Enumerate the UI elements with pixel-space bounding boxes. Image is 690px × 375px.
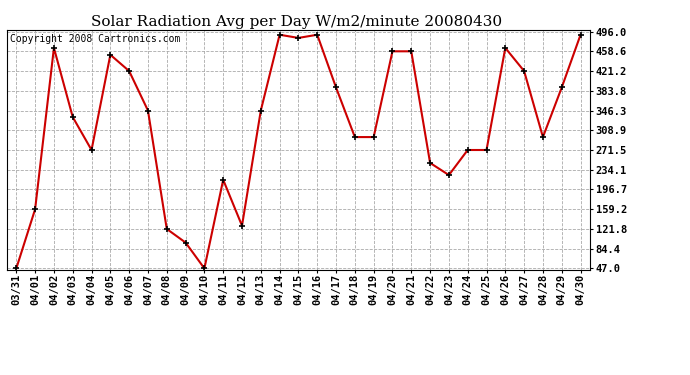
Text: Copyright 2008 Cartronics.com: Copyright 2008 Cartronics.com: [10, 34, 180, 44]
Text: Solar Radiation Avg per Day W/m2/minute 20080430: Solar Radiation Avg per Day W/m2/minute …: [91, 15, 502, 29]
